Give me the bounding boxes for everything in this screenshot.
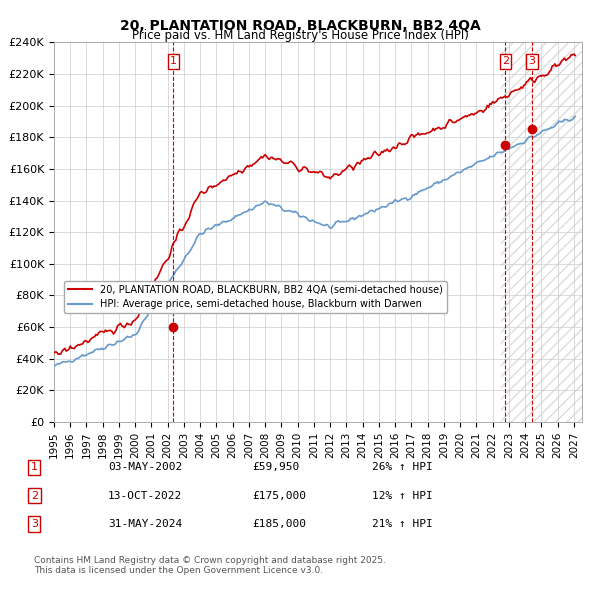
Text: 1: 1 (170, 57, 177, 67)
Legend: 20, PLANTATION ROAD, BLACKBURN, BB2 4QA (semi-detached house), HPI: Average pric: 20, PLANTATION ROAD, BLACKBURN, BB2 4QA … (64, 281, 447, 313)
Bar (501, 42, 582, 422)
Text: 13-OCT-2022: 13-OCT-2022 (108, 491, 182, 500)
Text: 2: 2 (31, 491, 38, 500)
Text: 20, PLANTATION ROAD, BLACKBURN, BB2 4QA: 20, PLANTATION ROAD, BLACKBURN, BB2 4QA (119, 19, 481, 33)
Text: 2: 2 (502, 57, 509, 67)
Text: Price paid vs. HM Land Registry's House Price Index (HPI): Price paid vs. HM Land Registry's House … (131, 30, 469, 42)
Text: £59,950: £59,950 (252, 463, 299, 472)
Text: 21% ↑ HPI: 21% ↑ HPI (372, 519, 433, 529)
Text: 12% ↑ HPI: 12% ↑ HPI (372, 491, 433, 500)
Text: 26% ↑ HPI: 26% ↑ HPI (372, 463, 433, 472)
Text: 03-MAY-2002: 03-MAY-2002 (108, 463, 182, 472)
Text: 31-MAY-2024: 31-MAY-2024 (108, 519, 182, 529)
Text: £185,000: £185,000 (252, 519, 306, 529)
Text: 3: 3 (529, 57, 535, 67)
Text: 3: 3 (31, 519, 38, 529)
Text: Contains HM Land Registry data © Crown copyright and database right 2025.
This d: Contains HM Land Registry data © Crown c… (34, 556, 386, 575)
Text: 1: 1 (31, 463, 38, 472)
Text: £175,000: £175,000 (252, 491, 306, 500)
